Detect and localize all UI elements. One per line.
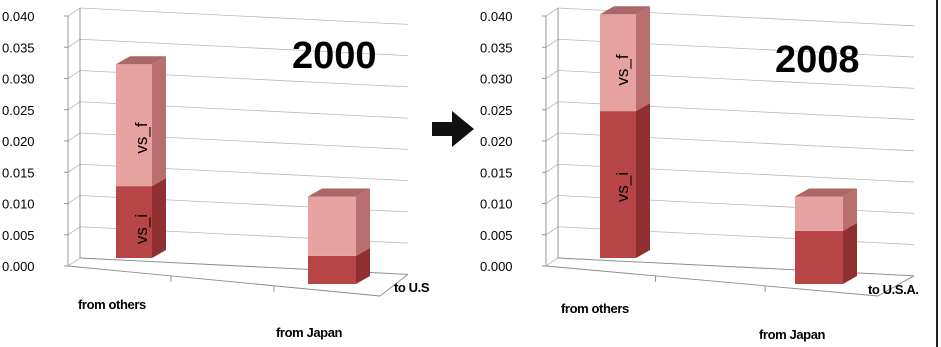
chart-2000: 0.040 0.035 0.030 0.025 0.020 0.015 0.010 0.005… <box>2 7 430 340</box>
bar-vs_i-front <box>795 230 843 284</box>
y-tick-label: 0.010 <box>480 197 513 212</box>
chart-title-2008: 2008 <box>775 39 860 81</box>
bar-vs_f-front <box>116 64 152 187</box>
y-tick-label: 0.015 <box>480 165 513 180</box>
bar-vs_f-front <box>795 196 843 231</box>
bar-vs_f-front <box>600 14 636 112</box>
y-axis-ticks-2008: 0.040 0.035 0.030 0.025 0.020 0.015 0.010 0.005… <box>480 9 546 274</box>
floor-right-edge <box>877 275 915 297</box>
y-tick-label: 0.010 <box>2 197 35 212</box>
y-tick-label: 0.025 <box>480 103 513 118</box>
bar-top-face <box>600 6 650 15</box>
bars-2000 <box>116 56 370 284</box>
bar-vs_f-side <box>843 188 857 231</box>
x-category-label-from-japan: from Japan <box>759 327 826 342</box>
arrow-right-icon <box>432 111 474 147</box>
y-tick-label: 0.020 <box>480 134 513 149</box>
y-tick-label: 0.035 <box>480 40 513 55</box>
bar-vs_f-side <box>356 188 370 256</box>
y-axis-ticks-2000: 0.040 0.035 0.030 0.025 0.020 0.015 0.010 0.005… <box>2 9 68 274</box>
bar-vs_i-side <box>843 222 857 284</box>
y-tick-label: 0.040 <box>480 9 513 24</box>
x-category-label-from-others: from others <box>78 297 146 312</box>
floor-back-edge <box>557 257 915 277</box>
segment-label-vs-f-2000: vs_f <box>132 122 151 153</box>
segment-label-vs-i-2008: vs_i <box>613 172 632 202</box>
y-tick-label: 0.040 <box>2 9 35 24</box>
y-tick-label: 0.000 <box>2 259 35 274</box>
y-tick-label: 0.030 <box>480 72 513 87</box>
bar-top-face <box>116 56 166 65</box>
y-tick-label: 0.005 <box>480 228 513 243</box>
y-tick-label: 0.005 <box>2 228 35 243</box>
y-tick-label: 0.035 <box>2 40 35 55</box>
depth-axis-label: to U.S.A. <box>394 280 430 295</box>
floor-edge <box>67 265 381 297</box>
bar-vs_i-side <box>356 247 370 284</box>
segment-label-vs-f-2008: vs_f <box>613 54 632 85</box>
floor-right-edge <box>379 274 409 297</box>
bar-vs_i-front <box>308 255 356 284</box>
y-tick-label: 0.000 <box>480 259 513 274</box>
chart-2008: 0.040 0.035 0.030 0.025 0.020 0.015 0.010 0.005… <box>480 0 938 347</box>
bar-top-face <box>795 188 857 197</box>
bar-vs_i-side <box>636 103 650 258</box>
depth-axis-label: to U.S.A. <box>868 282 919 297</box>
y-tick-label: 0.030 <box>2 72 35 87</box>
x-category-label-from-others: from others <box>561 301 629 316</box>
floor-edge <box>545 265 879 297</box>
y-tick-label: 0.015 <box>2 165 35 180</box>
gridline <box>67 7 409 25</box>
segment-label-vs-i-2000: vs_i <box>132 214 151 244</box>
y-tick-label: 0.025 <box>2 103 35 118</box>
bars-2008 <box>600 6 857 284</box>
bar-top-face <box>308 188 370 197</box>
bar-vs_i-front <box>600 111 636 258</box>
bar-vs_i-side <box>152 178 166 258</box>
bar-vs_f-side <box>152 56 166 187</box>
y-tick-label: 0.020 <box>2 134 35 149</box>
bar-vs_f-side <box>636 6 650 112</box>
bar-vs_i-front <box>116 186 152 258</box>
chart-title-2000: 2000 <box>292 35 377 77</box>
x-category-label-from-japan: from Japan <box>276 325 343 340</box>
bar-vs_f-front <box>308 196 356 256</box>
